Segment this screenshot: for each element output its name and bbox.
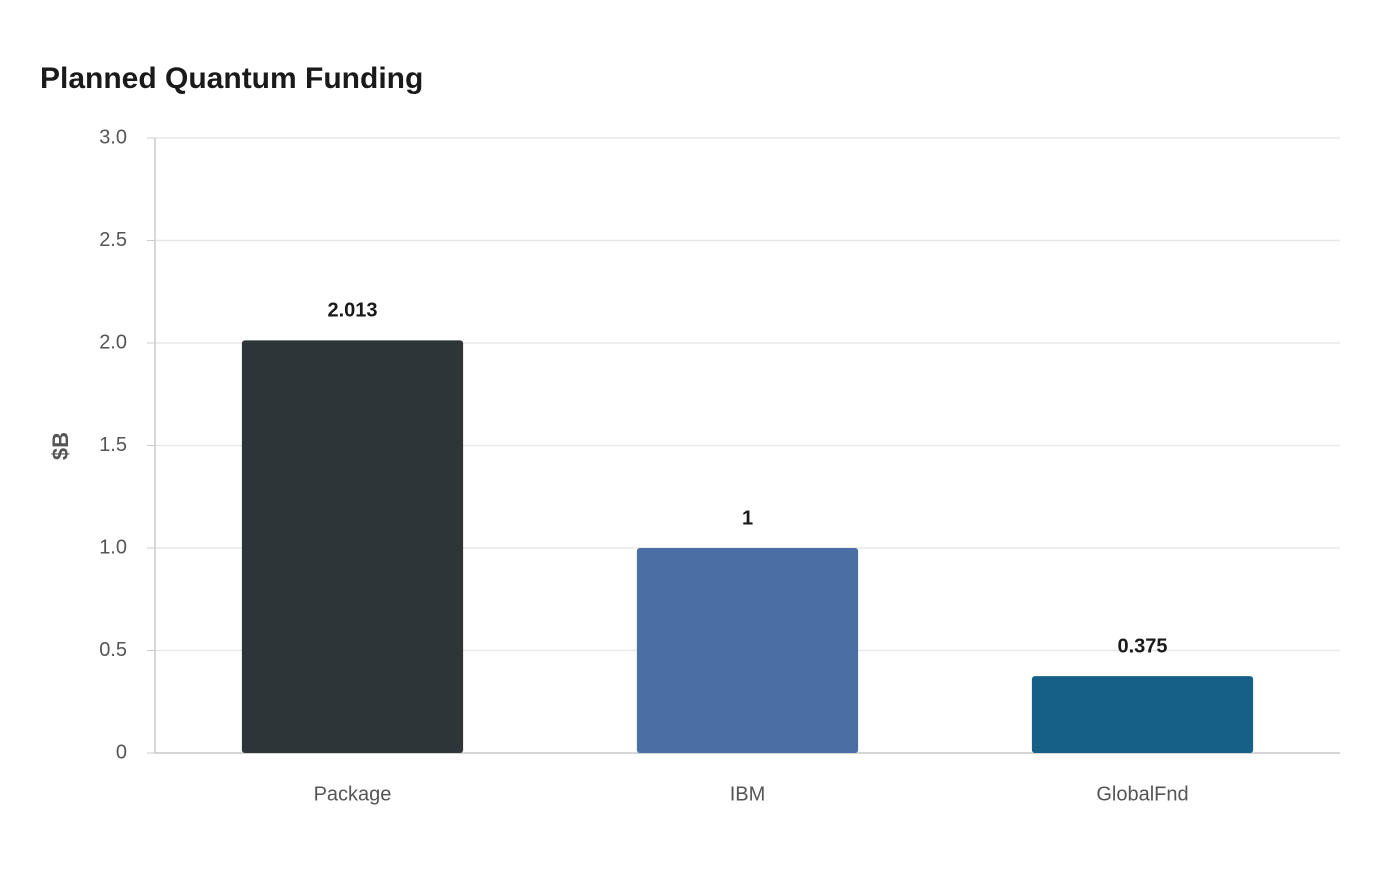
x-tick-label: GlobalFnd	[1096, 783, 1188, 805]
bar	[636, 548, 859, 753]
data-label: 0.375	[1117, 635, 1167, 657]
data-label: 1	[742, 507, 753, 529]
y-axis-label: $B	[48, 432, 73, 460]
y-tick-label: 1.5	[99, 434, 127, 456]
y-tick-label: 3.0	[99, 126, 127, 148]
x-tick-label: Package	[314, 783, 392, 805]
y-tick-label: 2.0	[99, 331, 127, 353]
y-tick-label: 1.0	[99, 536, 127, 558]
chart-title: Planned Quantum Funding	[40, 62, 423, 95]
data-label: 2.013	[327, 300, 377, 322]
bar	[241, 340, 464, 753]
y-tick-label: 0	[116, 741, 127, 763]
x-tick-label: IBM	[730, 783, 766, 805]
y-tick-label: 2.5	[99, 229, 127, 251]
y-tick-label: 0.5	[99, 639, 127, 661]
bar	[1031, 676, 1254, 753]
